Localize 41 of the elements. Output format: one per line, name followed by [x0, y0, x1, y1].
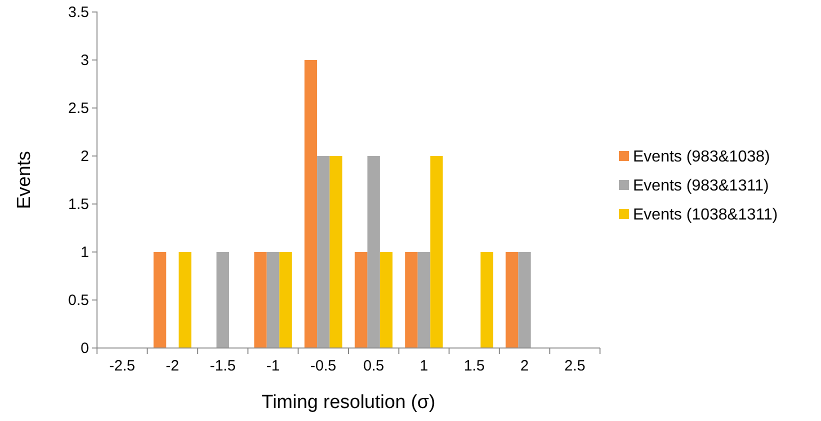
y-tick-label: 0	[80, 340, 89, 357]
x-axis-title: Timing resolution (σ)	[262, 392, 436, 413]
bar	[518, 252, 531, 348]
bar	[354, 252, 368, 348]
bar	[216, 252, 230, 348]
bar	[154, 252, 166, 348]
y-tick-label: 0.5	[68, 292, 89, 309]
bar	[330, 156, 342, 348]
bar	[506, 252, 518, 348]
legend-label: Events (983&1311)	[633, 178, 769, 195]
bar	[178, 252, 192, 348]
bar	[380, 252, 393, 348]
legend-label: Events (983&1038)	[633, 148, 770, 166]
y-tick-label: 2	[80, 148, 89, 165]
legend-label: Events (1038&1311)	[633, 206, 778, 224]
x-tick-label: 1	[420, 358, 428, 375]
bar	[279, 252, 292, 348]
y-tick-label: 2.5	[68, 100, 89, 117]
x-tick-label: -0.5	[310, 358, 336, 375]
x-tick-label: 2	[520, 358, 529, 375]
bar	[304, 60, 318, 348]
x-tick-label: -2	[166, 358, 180, 375]
x-tick-label: 0.5	[363, 358, 384, 375]
bar	[317, 156, 330, 348]
y-tick-label: 1	[80, 244, 89, 261]
x-tick-label: -2.5	[109, 358, 136, 375]
y-axis-title: Events	[14, 150, 35, 210]
x-tick-label: 1.5	[464, 358, 485, 375]
bar	[480, 252, 494, 348]
bar	[266, 252, 280, 348]
y-tick-label: 1.5	[68, 196, 89, 213]
bar	[367, 156, 380, 348]
bar	[418, 252, 430, 348]
bar	[405, 252, 418, 348]
y-tick-label: 3.5	[68, 4, 89, 21]
bar	[254, 252, 267, 348]
y-tick-label: 3	[80, 52, 89, 69]
x-tick-label: -1	[266, 358, 280, 375]
x-tick-label: -1.5	[210, 358, 236, 375]
x-tick-label: 2.5	[564, 358, 586, 375]
bar	[430, 156, 443, 348]
